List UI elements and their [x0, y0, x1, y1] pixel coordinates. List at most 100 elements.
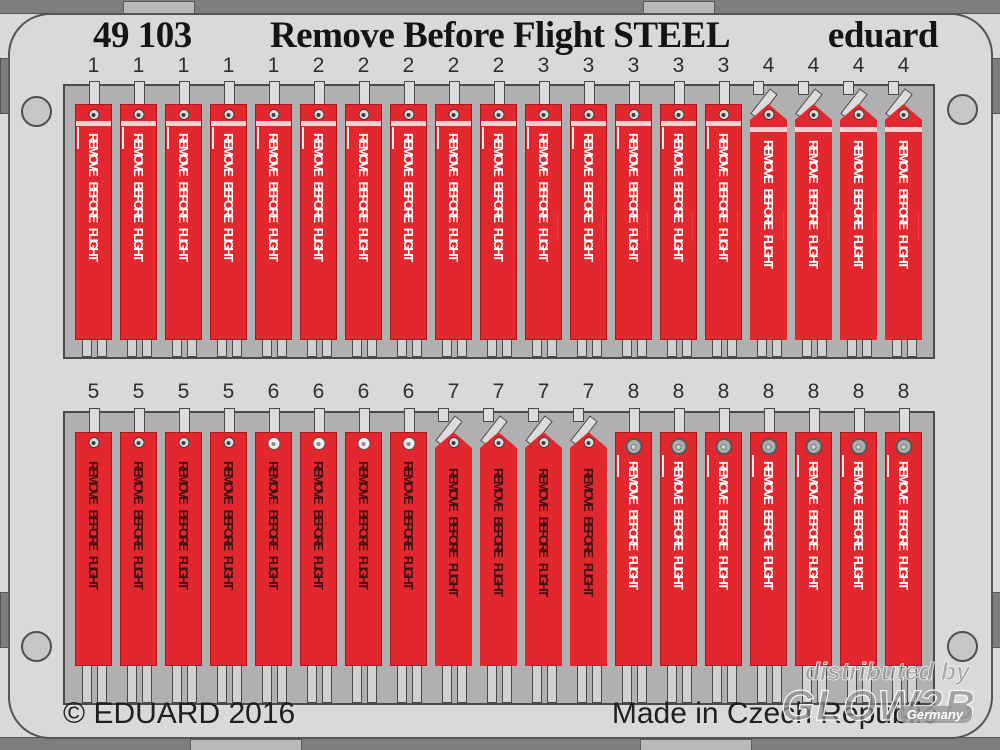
- screw-hole: [21, 631, 52, 662]
- etch-tab: [262, 339, 272, 357]
- rbf-tag: REMOVE BEFORE FLIGHT: [525, 432, 562, 666]
- etch-strap: [899, 408, 910, 435]
- frame-notch: [190, 739, 302, 750]
- etch-tab: [892, 339, 902, 357]
- brand-logo: eduard: [827, 15, 939, 56]
- tag-number-label: 3: [537, 54, 550, 77]
- grommet-icon: [538, 437, 549, 448]
- rbf-tag: REMOVE BEFORE FLIGHT ·········· ·········…: [840, 104, 877, 340]
- rbf-tag: REMOVE BEFORE FLIGHT: [300, 104, 337, 340]
- tag-stripe: [571, 121, 606, 126]
- grommet-icon: [898, 109, 909, 120]
- grommet-icon: [538, 109, 549, 120]
- rbf-tag: REMOVE BEFORE FLIGHT: [210, 432, 247, 666]
- tag-label: REMOVE BEFORE FLIGHT: [671, 133, 686, 260]
- tag-column: 1 REMOVE BEFORE FLIGHT: [120, 0, 157, 750]
- tag-stripe: [256, 121, 291, 126]
- grommet-icon: [625, 438, 642, 455]
- etch-tab: [322, 665, 332, 703]
- rbf-tag: REMOVE BEFORE FLIGHT: [120, 104, 157, 340]
- tag-label: REMOVE BEFORE FLIGHT: [176, 133, 191, 260]
- etch-tab: [187, 665, 197, 703]
- etch-tab: [442, 665, 452, 703]
- rbf-tag: REMOVE BEFORE FLIGHT ·········· ·········…: [750, 104, 787, 340]
- tag-number-label: 2: [312, 54, 325, 77]
- tag-stripe: [616, 121, 651, 126]
- grommet-icon: [178, 109, 189, 120]
- tag-label: REMOVE BEFORE FLIGHT: [131, 461, 146, 588]
- etch-strap: [179, 408, 190, 435]
- tag-number-label: 4: [762, 54, 775, 77]
- etch-tab: [592, 665, 602, 703]
- tag-column: 7 REMOVE BEFORE FLIGHT: [570, 0, 607, 750]
- tag-column: 8 REMOVE BEFORE FLIGHT: [660, 0, 697, 750]
- tag-stripe: [526, 121, 561, 126]
- tag-column: 1 REMOVE BEFORE FLIGHT: [210, 0, 247, 750]
- tag-number-label: 3: [582, 54, 595, 77]
- etch-tab: [142, 665, 152, 703]
- rbf-tag: REMOVE BEFORE FLIGHT: [480, 104, 517, 340]
- etch-tab: [577, 665, 587, 703]
- grommet-icon: [760, 438, 777, 455]
- tag-fine-print: ·········· ··········: [600, 213, 605, 241]
- etch-tab: [907, 339, 917, 357]
- etch-tab: [412, 339, 422, 357]
- rbf-tag: REMOVE BEFORE FLIGHT: [165, 104, 202, 340]
- tag-number-label: 6: [267, 380, 280, 403]
- tag-label: REMOVE BEFORE FLIGHT: [536, 468, 551, 595]
- tag-label: REMOVE BEFORE FLIGHT: [266, 133, 281, 260]
- grommet-icon: [88, 109, 99, 120]
- tag-label: REMOVE BEFORE FLIGHT: [716, 133, 731, 260]
- etch-tab: [667, 665, 677, 703]
- etch-tab: [727, 665, 737, 703]
- etch-tab: [307, 665, 317, 703]
- tag-number-label: 4: [852, 54, 865, 77]
- tag-stripe: [166, 121, 201, 126]
- etch-tab: [352, 339, 362, 357]
- tag-column: 1 REMOVE BEFORE FLIGHT: [75, 0, 112, 750]
- rbf-tag: REMOVE BEFORE FLIGHT: [165, 432, 202, 666]
- etch-tab: [232, 339, 242, 357]
- grommet-icon: [448, 109, 459, 120]
- tag-column: 2 REMOVE BEFORE FLIGHT: [435, 0, 472, 750]
- tag-label: REMOVE BEFORE FLIGHT: [311, 461, 326, 588]
- rbf-tag: REMOVE BEFORE FLIGHT: [210, 104, 247, 340]
- tag-number-label: 8: [897, 380, 910, 403]
- etch-strap: [573, 408, 584, 422]
- etch-tab: [532, 339, 542, 357]
- etch-strap: [674, 408, 685, 435]
- made-in-text: Made in Czech Republic: [611, 697, 937, 730]
- tag-number-label: 7: [537, 380, 550, 403]
- tag-label: REMOVE BEFORE FLIGHT: [356, 461, 371, 588]
- tag-number-label: 1: [132, 54, 145, 77]
- etch-strap: [629, 408, 640, 435]
- etch-tab: [637, 665, 647, 703]
- tag-label: REMOVE BEFORE FLIGHT: [581, 133, 596, 260]
- etch-tab: [367, 665, 377, 703]
- tag-label: REMOVE BEFORE FLIGHT: [446, 468, 461, 595]
- rbf-tag: REMOVE BEFORE FLIGHT: [660, 432, 697, 666]
- tag-column: 8 REMOVE BEFORE FLIGHT: [705, 0, 742, 750]
- grommet-icon: [88, 437, 99, 448]
- tag-stripe: [211, 121, 246, 126]
- tag-column: 4 REMOVE BEFORE FLIGHT ·········· ········…: [885, 0, 922, 750]
- etch-tab: [82, 339, 92, 357]
- tag-column: 7 REMOVE BEFORE FLIGHT: [435, 0, 472, 750]
- tag-stripe: [301, 121, 336, 126]
- tag-label: REMOVE BEFORE FLIGHT: [851, 461, 866, 588]
- etch-tab: [187, 339, 197, 357]
- rbf-tag: REMOVE BEFORE FLIGHT: [435, 104, 472, 340]
- tag-number-label: 4: [807, 54, 820, 77]
- tag-label: REMOVE BEFORE FLIGHT: [896, 140, 911, 267]
- grommet-icon: [850, 438, 867, 455]
- rbf-tag: REMOVE BEFORE FLIGHT: [435, 432, 472, 666]
- grommet-icon: [312, 437, 325, 450]
- etch-tab: [712, 665, 722, 703]
- grommet-icon: [223, 109, 234, 120]
- grommet-icon: [583, 109, 594, 120]
- tag-label: REMOVE BEFORE FLIGHT: [401, 461, 416, 588]
- tag-number-label: 8: [627, 380, 640, 403]
- etch-strap: [888, 81, 899, 95]
- catalog-number: 49 103: [93, 15, 192, 56]
- tag-label: REMOVE BEFORE FLIGHT: [131, 133, 146, 260]
